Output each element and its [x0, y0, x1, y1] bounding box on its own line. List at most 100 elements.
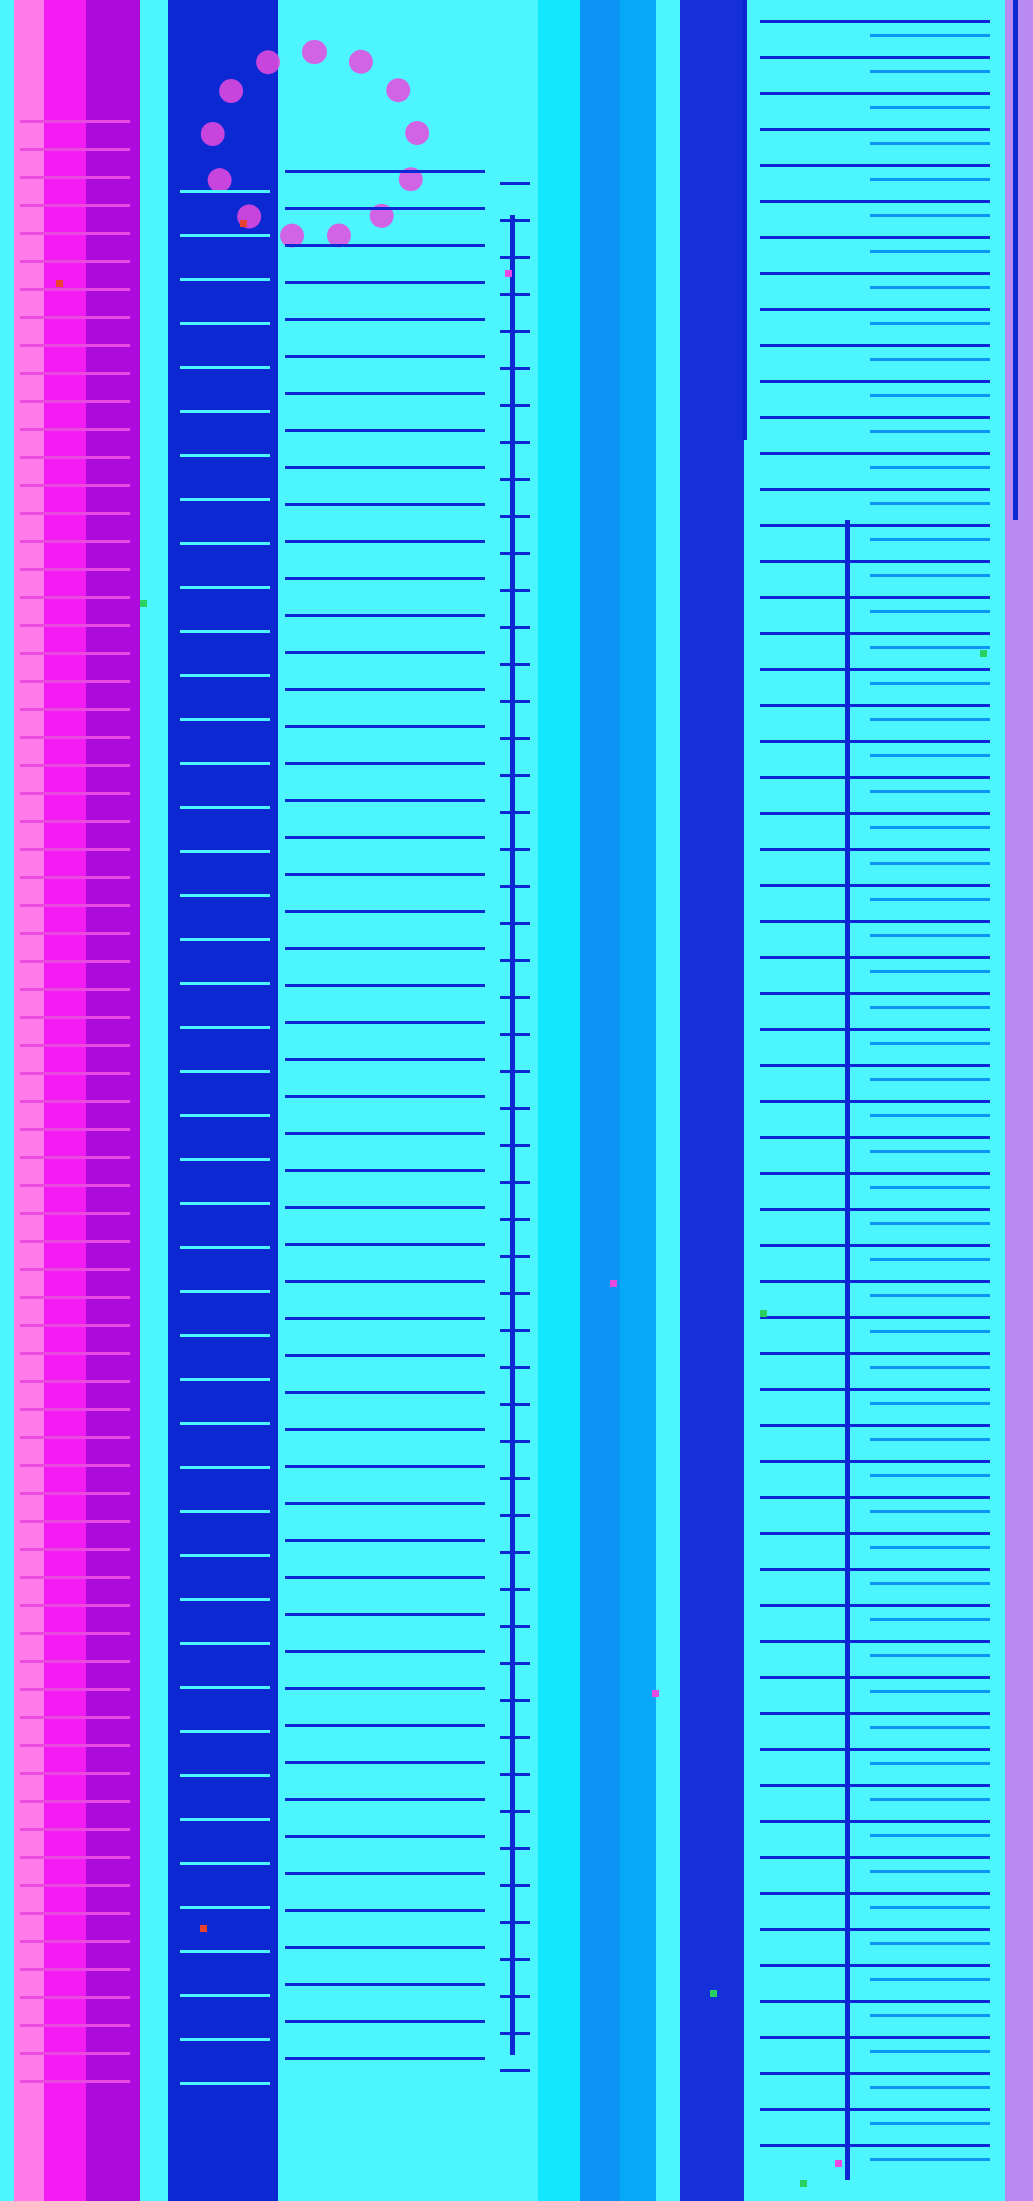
band-8	[538, 0, 580, 2201]
scanline	[20, 820, 130, 823]
scanline	[20, 736, 130, 739]
scanline	[180, 1730, 270, 1733]
scanline	[500, 1477, 530, 1480]
scanline	[870, 1834, 990, 1837]
scanline	[20, 1968, 130, 1971]
scanline	[870, 1150, 990, 1153]
scanline	[285, 355, 485, 358]
scanline	[870, 358, 990, 361]
scanline	[500, 330, 530, 333]
scanline	[870, 1654, 990, 1657]
scanline	[20, 1800, 130, 1803]
scanline	[20, 1240, 130, 1243]
scanline	[760, 1820, 990, 1823]
scanline	[285, 651, 485, 654]
dot-marker-icon	[760, 1310, 767, 1317]
scanline	[760, 1784, 990, 1787]
scanline	[20, 1884, 130, 1887]
band-10	[620, 0, 656, 2201]
scanline	[870, 1330, 990, 1333]
scanline	[760, 920, 990, 923]
scanline	[285, 392, 485, 395]
scanline	[285, 1909, 485, 1912]
scanline	[20, 596, 130, 599]
scanline	[870, 2122, 990, 2125]
scanline	[870, 502, 990, 505]
scanline	[500, 1773, 530, 1776]
scanline	[760, 704, 990, 707]
scanline	[20, 456, 130, 459]
scanline	[760, 1748, 990, 1751]
scanline	[760, 1964, 990, 1967]
scanline	[760, 1136, 990, 1139]
scanline	[760, 1496, 990, 1499]
scanline	[180, 454, 270, 457]
scanline	[500, 1144, 530, 1147]
scanline	[20, 652, 130, 655]
dot-marker-icon	[200, 1925, 207, 1932]
scanline	[180, 1378, 270, 1381]
scanline	[180, 278, 270, 281]
scanline	[760, 740, 990, 743]
scanline	[20, 1492, 130, 1495]
scanline	[285, 799, 485, 802]
scanline	[20, 148, 130, 151]
scanline	[285, 1206, 485, 1209]
scanline	[180, 850, 270, 853]
scanline	[870, 1618, 990, 1621]
scanline	[500, 1292, 530, 1295]
scanline	[180, 1554, 270, 1557]
scanline	[760, 1604, 990, 1607]
scanline	[500, 959, 530, 962]
scanline	[760, 308, 990, 311]
scanline	[760, 1856, 990, 1859]
scanline	[20, 288, 130, 291]
scanline	[500, 1181, 530, 1184]
scanline	[285, 1798, 485, 1801]
scanline	[20, 708, 130, 711]
scanline	[180, 1070, 270, 1073]
scanline	[20, 764, 130, 767]
scanline	[500, 1736, 530, 1739]
scanline	[500, 1329, 530, 1332]
scanline	[500, 441, 530, 444]
scanline	[760, 812, 990, 815]
scanline	[760, 884, 990, 887]
scanline	[760, 20, 990, 23]
scanline	[870, 142, 990, 145]
scanline	[20, 848, 130, 851]
scanline	[760, 1892, 990, 1895]
scanline	[870, 1438, 990, 1441]
scanline	[20, 1044, 130, 1047]
scanline	[20, 2052, 130, 2055]
scanline	[760, 1712, 990, 1715]
scanline	[20, 1548, 130, 1551]
scanline	[870, 1258, 990, 1261]
scanline	[180, 1246, 270, 1249]
scanline	[500, 700, 530, 703]
scanline	[285, 947, 485, 950]
scanline	[760, 1460, 990, 1463]
scanline	[500, 182, 530, 185]
scanline	[20, 1744, 130, 1747]
scanline	[180, 1598, 270, 1601]
scanline	[180, 190, 270, 193]
scanline	[500, 1662, 530, 1665]
scanline	[20, 1436, 130, 1439]
scanline	[760, 164, 990, 167]
scanline	[285, 873, 485, 876]
scanline	[870, 430, 990, 433]
scanline	[870, 934, 990, 937]
scanline	[180, 1466, 270, 1469]
scanline	[500, 256, 530, 259]
scanline	[870, 970, 990, 973]
scanline	[285, 540, 485, 543]
scanline	[500, 1366, 530, 1369]
scanline	[870, 322, 990, 325]
scanline	[760, 1028, 990, 1031]
scanline	[760, 596, 990, 599]
scanline	[285, 1502, 485, 1505]
scanline	[500, 1255, 530, 1258]
scanline	[20, 792, 130, 795]
scanline	[870, 682, 990, 685]
